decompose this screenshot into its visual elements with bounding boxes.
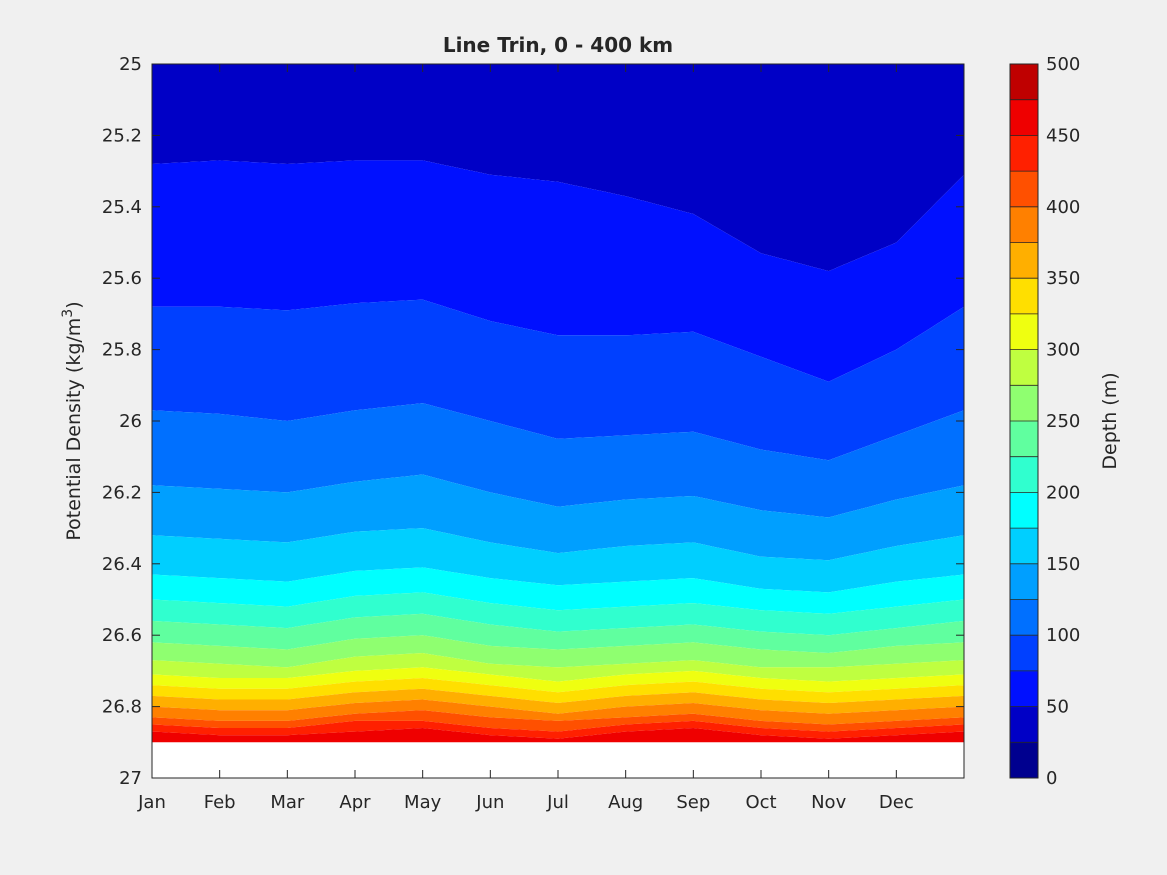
contour-band xyxy=(152,613,964,653)
colorbar-segment xyxy=(1010,563,1038,600)
contour-band xyxy=(152,667,964,693)
y-tick-label: 26.2 xyxy=(102,482,142,503)
contour-band xyxy=(152,403,964,518)
y-tick-label: 26.6 xyxy=(102,625,142,646)
colorbar-tick-label: 100 xyxy=(1046,625,1080,646)
y-tick-label: 25.8 xyxy=(102,340,142,361)
contour-band xyxy=(152,710,964,732)
colorbar-segment xyxy=(1010,171,1038,208)
contour-band xyxy=(152,592,964,636)
colorbar-tick-label: 300 xyxy=(1046,340,1080,361)
x-tick-label: Jul xyxy=(546,792,569,813)
y-axis-label: Potential Density (kg/m3) xyxy=(60,301,85,540)
x-tick-label: Feb xyxy=(204,792,236,813)
colorbar-tick-label: 500 xyxy=(1046,54,1080,75)
x-tick-label: Aug xyxy=(608,792,643,813)
y-tick-label: 25.4 xyxy=(102,197,142,218)
x-tick-label: Apr xyxy=(339,792,371,813)
contour-band xyxy=(152,728,964,743)
y-tick-label: 25.2 xyxy=(102,125,142,146)
colorbar-tick-label: 350 xyxy=(1046,268,1080,289)
colorbar-segment xyxy=(1010,706,1038,743)
colorbar-segment xyxy=(1010,99,1038,136)
colorbar-tick-label: 450 xyxy=(1046,125,1080,146)
x-tick-label: Jun xyxy=(475,792,504,813)
colorbar-segment xyxy=(1010,135,1038,172)
contour-band xyxy=(152,678,964,703)
colorbar: 0 50 100 150 200 250 300 350 400 450 500 xyxy=(1009,54,1080,789)
y-tick-label: 26.8 xyxy=(102,697,142,718)
colorbar-segment xyxy=(1010,456,1038,493)
contour-band xyxy=(152,567,964,614)
colorbar-tick-label: 250 xyxy=(1046,411,1080,432)
contour-band xyxy=(152,653,964,682)
colorbar-box xyxy=(1009,63,1039,779)
colorbar-segment xyxy=(1010,742,1038,779)
x-tick-label: Nov xyxy=(811,792,846,813)
x-tick-label: Oct xyxy=(745,792,776,813)
contour-band xyxy=(152,64,964,272)
contour-bands xyxy=(152,64,964,743)
x-tick-label: Jan xyxy=(137,792,166,813)
colorbar-segment xyxy=(1010,206,1038,243)
colorbar-segment xyxy=(1010,635,1038,672)
x-tick-label: May xyxy=(404,792,442,813)
y-tick-label: 25 xyxy=(119,54,142,75)
y-axis: 25 25.2 25.4 25.6 25.8 26 26.2 26.4 26.6 26.8 27 xyxy=(102,54,964,789)
colorbar-tick-label: 150 xyxy=(1046,554,1080,575)
contour-band xyxy=(152,528,964,593)
colorbar-segment xyxy=(1010,385,1038,422)
contour-band xyxy=(152,160,964,382)
contour-band xyxy=(152,299,964,461)
colorbar-segment xyxy=(1010,313,1038,351)
colorbar-segment xyxy=(1010,349,1038,386)
y-tick-label: 26.4 xyxy=(102,554,142,575)
contour-band xyxy=(152,720,964,739)
contour-band-shallow xyxy=(733,64,883,89)
colorbar-segment xyxy=(1010,278,1038,315)
colorbar-segment xyxy=(1010,242,1038,279)
colorbar-tick-label: 50 xyxy=(1046,697,1069,718)
colorbar-tick-label: 0 xyxy=(1046,768,1057,789)
colorbar-segment xyxy=(1010,64,1038,101)
colorbar-segment xyxy=(1010,421,1038,458)
colorbar-segment xyxy=(1010,670,1038,708)
contour-band xyxy=(152,474,964,561)
colorbar-label: Depth (m) xyxy=(1099,372,1121,469)
y-tick-label: 27 xyxy=(119,768,142,789)
colorbar-tick-label: 400 xyxy=(1046,197,1080,218)
contour-band xyxy=(152,688,964,714)
x-tick-label: Dec xyxy=(879,792,914,813)
colorbar-segment xyxy=(1010,599,1038,636)
chart-title: Line Trin, 0 - 400 km xyxy=(443,33,673,57)
x-tick-label: Mar xyxy=(270,792,305,813)
colorbar-tick-label: 200 xyxy=(1046,482,1080,503)
x-tick-label: Sep xyxy=(676,792,710,813)
colorbar-segment xyxy=(1010,528,1038,565)
contour-band xyxy=(152,635,964,668)
contour-band xyxy=(152,699,964,725)
x-axis: Jan Feb Mar Apr May Jun Jul Aug Sep Oct Nov Dec xyxy=(137,64,914,813)
y-tick-label: 25.6 xyxy=(102,268,142,289)
colorbar-segment xyxy=(1010,492,1038,529)
y-tick-label: 26 xyxy=(119,411,142,432)
plot-area xyxy=(151,63,965,779)
